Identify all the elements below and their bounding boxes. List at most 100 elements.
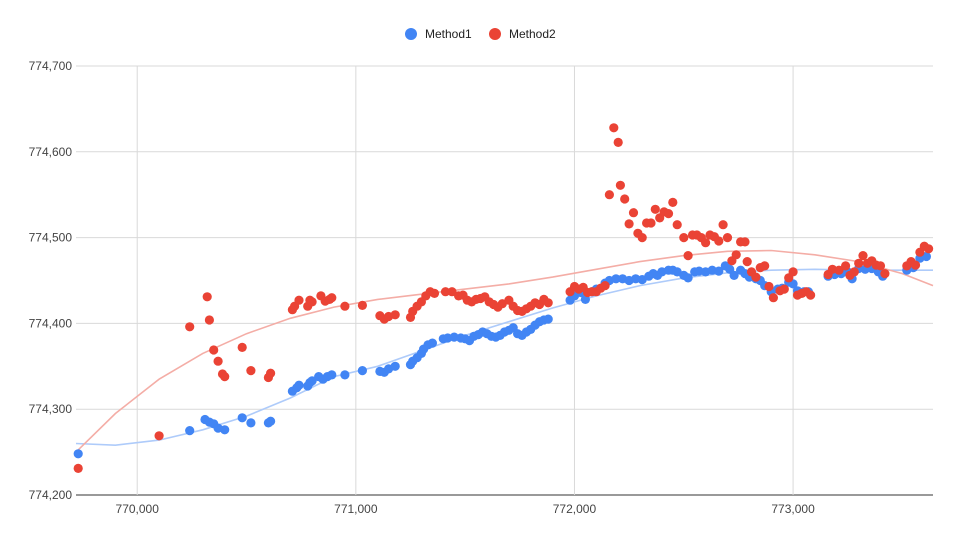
point-method2: [73, 463, 83, 473]
y-tick-label: 774,600: [29, 145, 73, 159]
axis-tick-labels: 774,200 774,300 774,400 774,500 774,600 774,7…: [29, 59, 815, 516]
point-method1: [427, 338, 437, 348]
point-method2: [779, 284, 789, 294]
point-method1: [580, 294, 591, 304]
point-method2: [683, 251, 693, 261]
point-method2: [628, 208, 639, 218]
point-method2: [764, 281, 774, 292]
point-method1: [390, 361, 400, 371]
point-method1: [340, 370, 350, 380]
point-method2: [768, 293, 779, 303]
point-method1: [73, 449, 83, 459]
point-method1: [611, 274, 621, 284]
point-method2: [294, 295, 304, 305]
point-method2: [668, 197, 678, 207]
trendline-method2: [75, 249, 934, 453]
point-method2: [357, 300, 367, 310]
point-method2: [307, 297, 317, 307]
point-method2: [209, 345, 219, 355]
point-method2: [722, 233, 733, 243]
point-method1: [714, 266, 724, 276]
point-method2: [440, 287, 451, 297]
point-method2: [543, 298, 553, 308]
point-method2: [880, 269, 890, 279]
point-method2: [613, 137, 623, 147]
x-tick-label: 772,000: [553, 502, 597, 516]
point-method1: [357, 366, 367, 376]
point-method2: [701, 238, 711, 248]
point-method2: [849, 267, 859, 277]
point-method2: [213, 356, 223, 366]
point-method2: [751, 272, 761, 282]
point-method2: [620, 194, 630, 204]
point-method2: [731, 250, 741, 260]
point-method2: [854, 258, 864, 268]
point-method2: [650, 204, 660, 214]
y-tick-label: 774,200: [29, 488, 73, 502]
point-method2: [266, 368, 276, 378]
y-tick-label: 774,700: [29, 59, 73, 73]
point-method1: [729, 270, 739, 280]
point-method2: [185, 322, 195, 332]
point-method1: [543, 314, 553, 324]
point-method2: [924, 244, 934, 254]
point-method2: [237, 342, 247, 352]
point-method1: [266, 416, 276, 426]
point-method1: [307, 376, 317, 386]
point-method2: [615, 180, 626, 190]
x-tick-label: 771,000: [334, 502, 378, 516]
point-method2: [858, 251, 868, 261]
point-method2: [154, 431, 164, 441]
point-method2: [624, 219, 634, 229]
point-method2: [760, 261, 770, 271]
y-tick-label: 774,300: [29, 402, 73, 416]
point-method2: [788, 267, 798, 277]
point-method2: [718, 220, 728, 230]
point-method2: [646, 218, 656, 228]
legend-marker-method2: [489, 28, 501, 40]
point-method2: [679, 233, 689, 243]
point-method2: [834, 265, 844, 275]
point-method2: [340, 301, 350, 311]
point-method2: [604, 190, 615, 200]
point-method2: [742, 257, 752, 267]
point-method1: [683, 273, 693, 283]
point-method1: [246, 418, 256, 428]
point-method2: [220, 372, 230, 382]
legend-label-method2: Method2: [509, 27, 556, 41]
point-method2: [429, 288, 440, 298]
point-method1: [220, 425, 230, 435]
point-method2: [600, 281, 610, 291]
data-points: [73, 123, 934, 473]
point-method2: [390, 310, 400, 320]
gridlines: [76, 65, 933, 496]
point-method2: [447, 287, 457, 297]
point-method2: [714, 236, 724, 246]
point-method2: [740, 237, 750, 247]
point-method2: [327, 293, 337, 303]
y-tick-label: 774,400: [29, 316, 73, 330]
point-method2: [609, 123, 619, 133]
legend-marker-method1: [405, 28, 417, 40]
point-method1: [237, 413, 247, 423]
point-method2: [202, 292, 212, 302]
legend-label-method1: Method1: [425, 27, 472, 41]
point-method2: [875, 261, 886, 271]
point-method2: [246, 366, 256, 376]
point-method2: [663, 209, 674, 219]
point-method2: [637, 233, 647, 243]
point-method1: [185, 426, 195, 436]
point-method2: [841, 261, 851, 271]
point-method2: [672, 220, 682, 230]
point-method2: [910, 260, 921, 270]
y-tick-label: 774,500: [29, 231, 73, 245]
x-tick-label: 773,000: [771, 502, 815, 516]
point-method1: [921, 251, 932, 262]
x-tick-label: 770,000: [116, 502, 160, 516]
point-method1: [294, 380, 304, 390]
point-method2: [806, 290, 816, 300]
legend: Method1 Method2: [405, 27, 556, 41]
point-method1: [327, 370, 337, 380]
point-method2: [204, 315, 214, 325]
